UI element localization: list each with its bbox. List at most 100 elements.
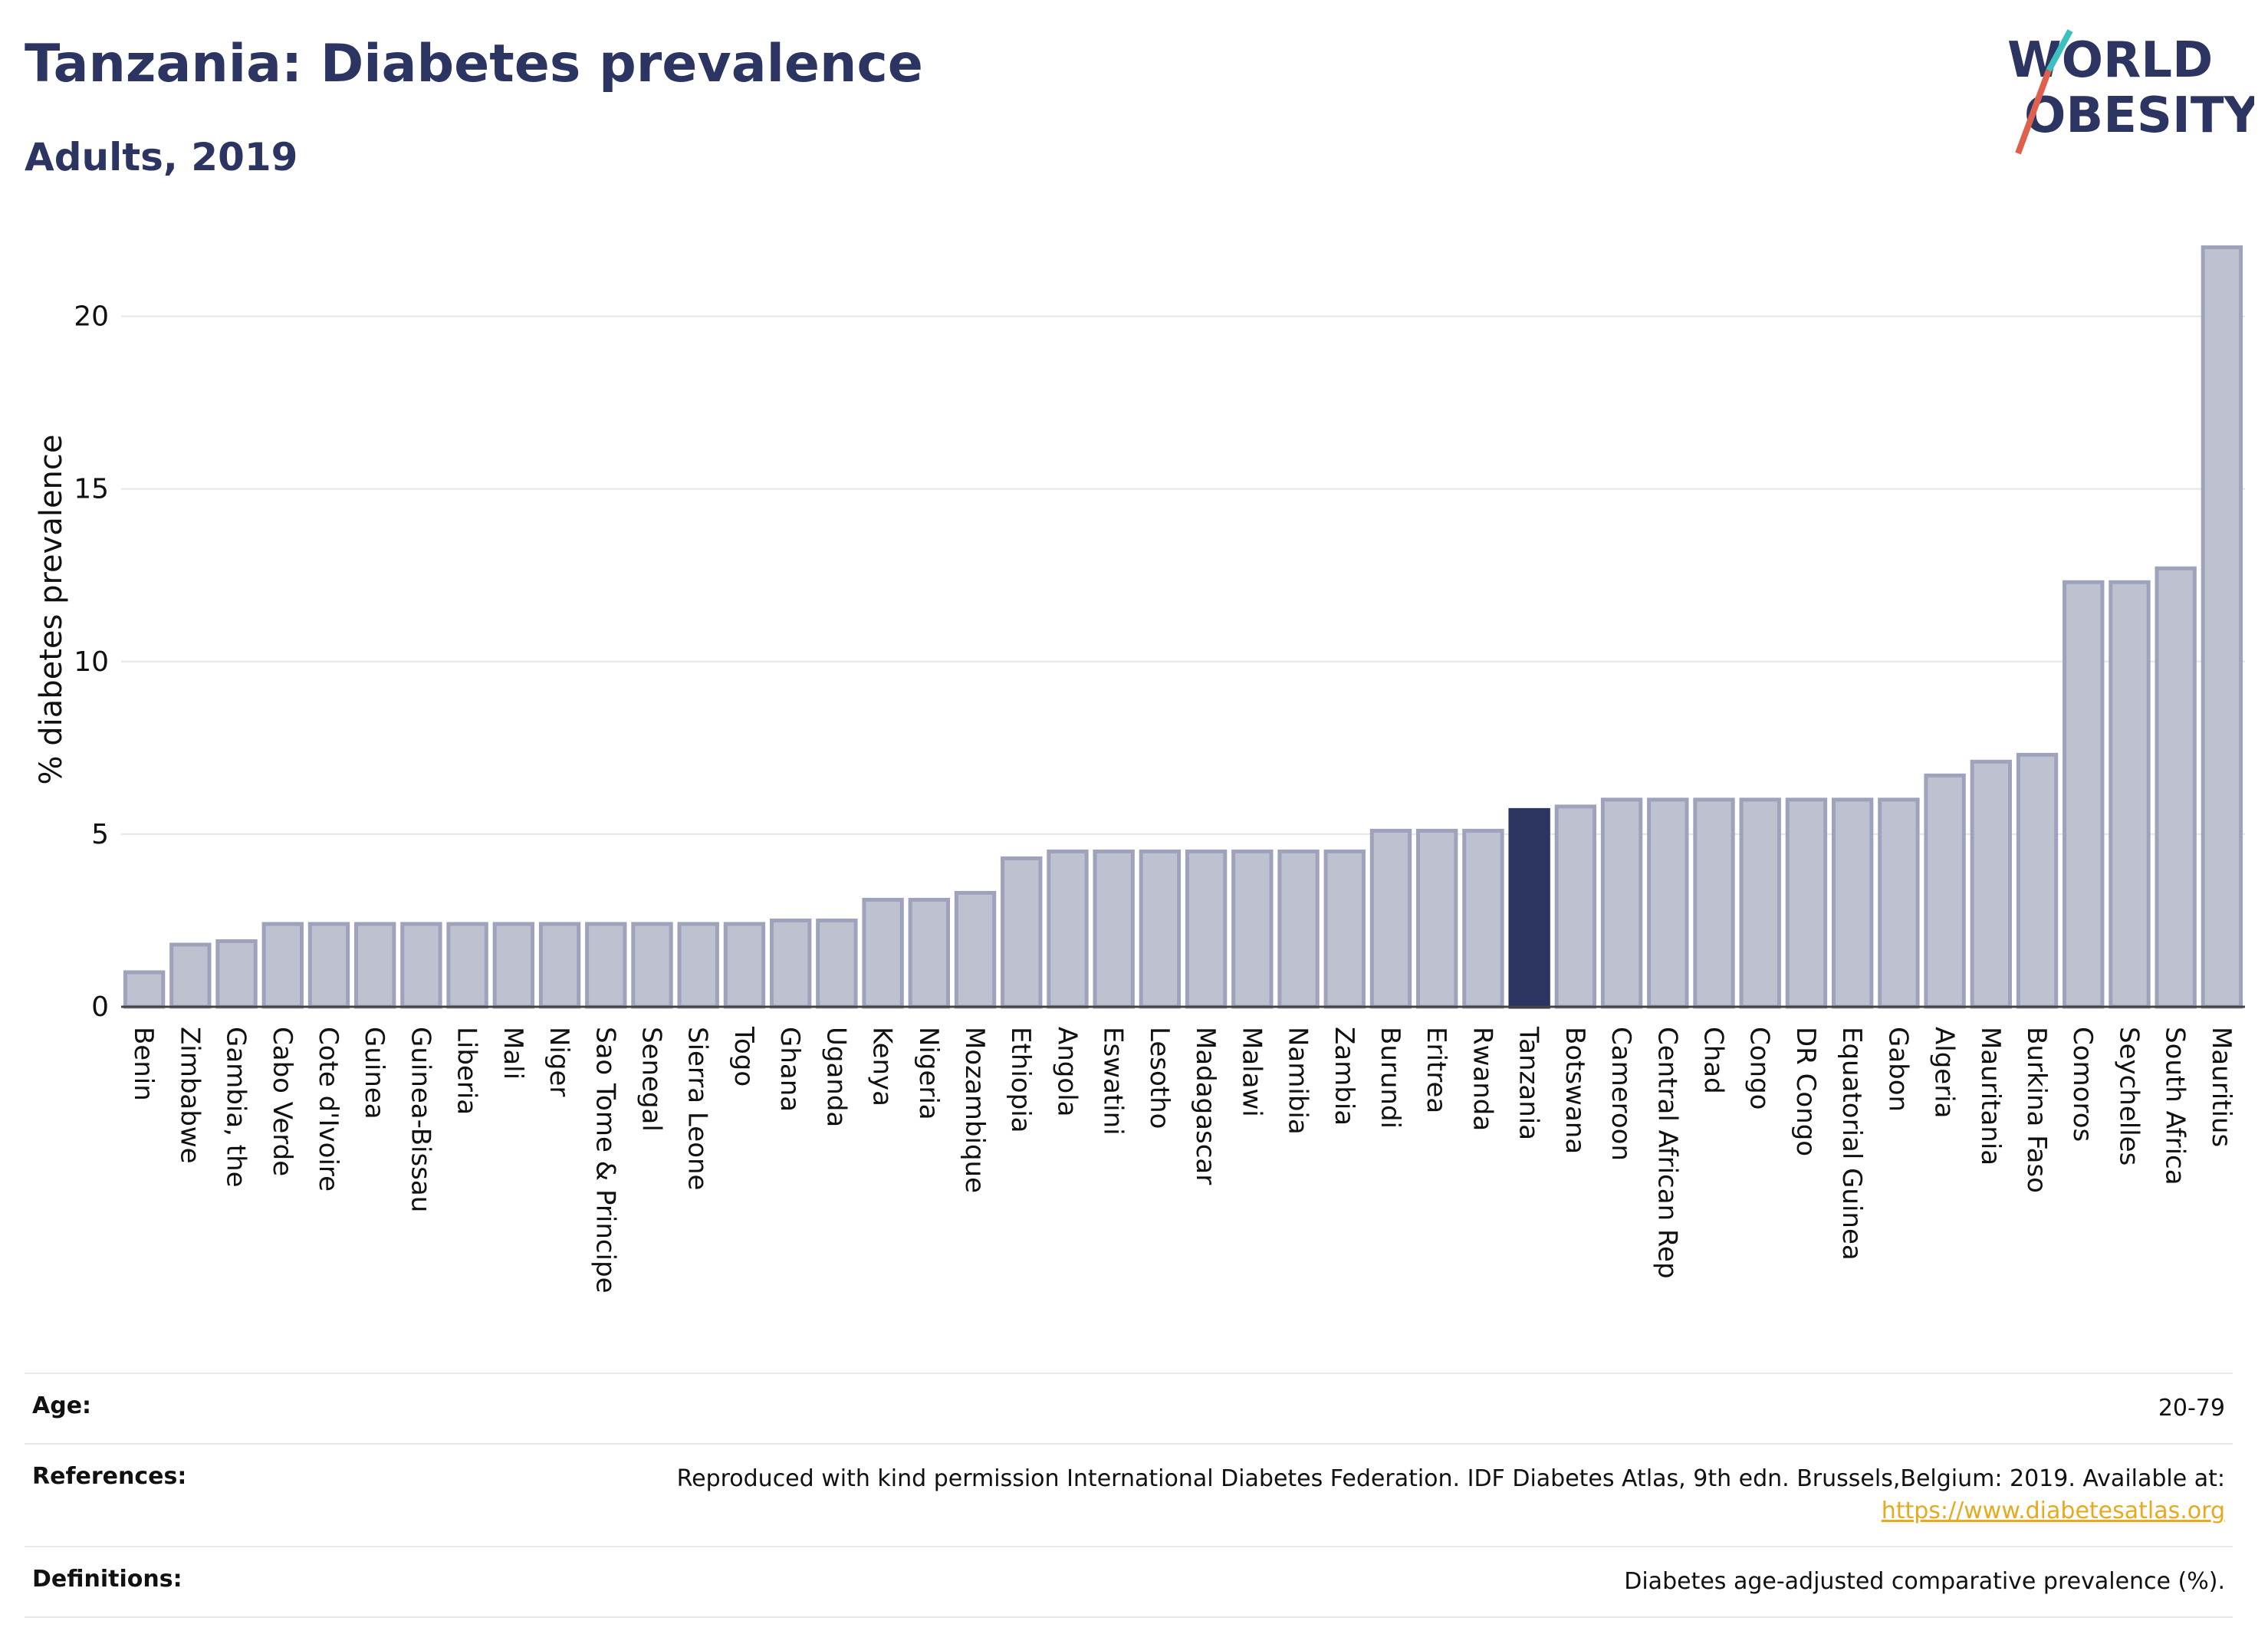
x-tick-label: Zimbabwe <box>174 1027 205 1164</box>
x-tick-label: Mali <box>498 1027 528 1080</box>
x-tick-label: Mauritania <box>1975 1027 2006 1165</box>
x-tick-label: Equatorial Guinea <box>1836 1027 1867 1261</box>
y-axis-title: % diabetes prevalence <box>34 434 69 784</box>
bar-uganda <box>816 918 858 1009</box>
x-tick-label: Chad <box>1698 1027 1729 1094</box>
bar-botswana <box>1554 804 1597 1009</box>
bar-angola <box>1047 849 1089 1009</box>
bar-madagascar <box>1185 849 1228 1009</box>
x-tick-label: Benin <box>128 1027 159 1101</box>
bar-mali <box>492 922 535 1009</box>
x-tick-label: Ghana <box>774 1027 805 1112</box>
references-link[interactable]: https://www.diabetesatlas.org <box>1881 1498 2225 1524</box>
x-tick-label: Eritrea <box>1421 1027 1451 1113</box>
x-tick-label: Cabo Verde <box>267 1027 297 1176</box>
x-tick-label: Liberia <box>452 1027 482 1115</box>
y-tick-label: 15 <box>74 474 109 505</box>
chart-subtitle: Adults, 2019 <box>25 135 298 179</box>
logo-slash-teal <box>2046 29 2073 72</box>
bar-dr-congo <box>1785 797 1828 1009</box>
x-tick-label: Burundi <box>1375 1027 1405 1129</box>
bar-lesotho <box>1139 849 1182 1009</box>
x-tick-label: Burkina Faso <box>2021 1027 2052 1193</box>
x-tick-label: Botswana <box>1560 1027 1590 1154</box>
bar-mozambique <box>954 890 997 1009</box>
y-tick-label: 20 <box>74 301 109 333</box>
x-tick-label: Angola <box>1051 1027 1082 1116</box>
bar-guinea <box>354 922 396 1009</box>
x-tick-label: Central African Rep <box>1652 1027 1682 1279</box>
bar-mauritania <box>1970 759 2012 1009</box>
bar-south-africa <box>2155 566 2197 1009</box>
info-table: Age: 20-79 References: Reproduced with k… <box>25 1373 2233 1618</box>
x-tick-label: Namibia <box>1283 1027 1313 1135</box>
bar-tanzania <box>1508 807 1550 1009</box>
x-tick-label: Mozambique <box>959 1027 990 1193</box>
definitions-label: Definitions: <box>32 1566 182 1593</box>
references-value: Reproduced with kind permission Internat… <box>677 1463 2225 1527</box>
x-axis-labels: Benin Zimbabwe Gambia, the Cabo Verde Cote d… <box>128 1026 2237 1294</box>
x-tick-label: Gabon <box>1882 1027 1913 1112</box>
x-tick-label: Sierra Leone <box>682 1027 713 1190</box>
definitions-value: Diabetes age-adjusted comparative preval… <box>1624 1568 2225 1595</box>
x-tick-label: Gambia, the <box>221 1027 251 1188</box>
y-axis-ticks: 0 5 10 15 20 <box>74 301 109 1023</box>
x-tick-label: Nigeria <box>913 1027 944 1120</box>
logo-slash-red <box>2015 69 2052 155</box>
x-tick-label: Seychelles <box>2113 1027 2144 1165</box>
bar-ethiopia <box>1001 856 1043 1009</box>
info-row-references: References: Reproduced with kind permiss… <box>25 1443 2233 1546</box>
bar-mauritius <box>2201 245 2243 1009</box>
world-obesity-logo: WORLD OBESITY <box>2007 29 2254 155</box>
bar-central-african-rep <box>1647 797 1689 1009</box>
bar-zimbabwe <box>169 942 212 1009</box>
x-tick-label: Cameroon <box>1606 1027 1636 1161</box>
gridlines <box>121 315 2245 835</box>
bar-nigeria <box>908 897 950 1009</box>
logo-line2: OBESITY <box>2024 87 2254 144</box>
x-tick-label: Cote d'Ivoire <box>313 1027 343 1192</box>
bar-eswatini <box>1093 849 1135 1009</box>
x-tick-label: Lesotho <box>1144 1027 1175 1129</box>
bar-burundi <box>1369 828 1412 1009</box>
x-tick-label: Zambia <box>1329 1027 1359 1126</box>
x-tick-label: Kenya <box>867 1027 898 1106</box>
y-tick-label: 5 <box>91 819 109 850</box>
bar-chart: 0 5 10 15 20 Benin Zimbabwe Gambia, the Cabo Ve… <box>34 245 2245 1294</box>
x-tick-label: Tanzania <box>1514 1026 1544 1140</box>
bar-burkina-faso <box>2016 752 2059 1009</box>
x-tick-label: Sao Tome & Principe <box>590 1027 620 1294</box>
bar-liberia <box>446 922 488 1009</box>
bar-benin <box>123 970 166 1009</box>
bar-sao-tome-principe <box>585 922 627 1009</box>
y-tick-label: 0 <box>91 991 109 1023</box>
bar-rwanda <box>1462 828 1504 1009</box>
bar-gabon <box>1878 797 1920 1009</box>
age-label: Age: <box>32 1392 92 1419</box>
bar-senegal <box>631 922 673 1009</box>
x-tick-label: Madagascar <box>1190 1027 1221 1185</box>
x-tick-label: Comoros <box>2067 1027 2098 1142</box>
x-tick-label: Ethiopia <box>1005 1027 1036 1133</box>
age-value: 20-79 <box>2158 1395 2225 1422</box>
x-tick-label: Rwanda <box>1467 1027 1497 1131</box>
bars <box>123 245 2243 1009</box>
x-tick-label: Malawi <box>1236 1027 1267 1117</box>
bar-equatorial-guinea <box>1831 797 1874 1009</box>
info-row-age: Age: 20-79 <box>25 1373 2233 1443</box>
bar-namibia <box>1277 849 1320 1009</box>
bar-guinea-bissau <box>400 922 442 1009</box>
bar-sierra-leone <box>677 922 719 1009</box>
bar-kenya <box>862 897 904 1009</box>
bar-chad <box>1693 797 1735 1009</box>
bar-comoros <box>2063 580 2105 1009</box>
bar-seychelles <box>2109 580 2151 1009</box>
x-tick-label: Eswatini <box>1098 1027 1129 1136</box>
bar-niger <box>538 922 581 1009</box>
chart-title: Tanzania: Diabetes prevalence <box>25 34 923 94</box>
x-tick-label: Mauritius <box>2206 1027 2237 1147</box>
references-label: References: <box>32 1463 187 1490</box>
bar-cabo-verde <box>261 922 304 1009</box>
bar-cameroon <box>1600 797 1643 1009</box>
x-tick-label: Guinea-Bissau <box>405 1027 436 1212</box>
